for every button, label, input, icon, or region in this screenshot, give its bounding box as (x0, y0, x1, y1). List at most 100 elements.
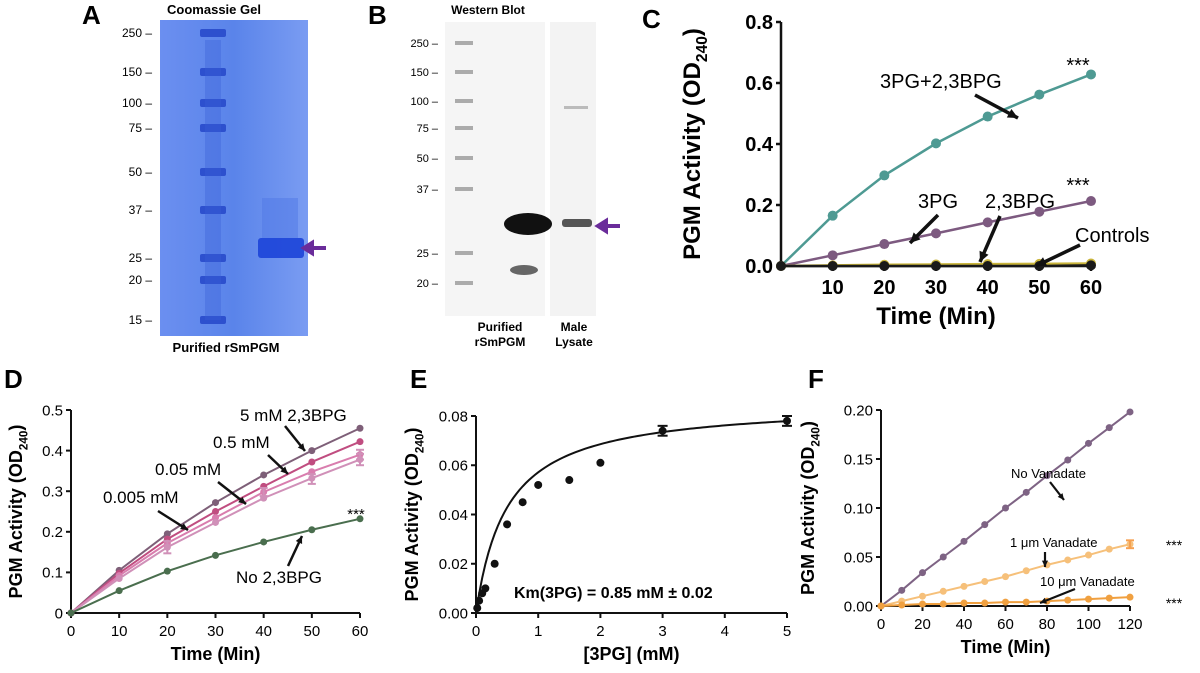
y-axis-label-close: ) (679, 28, 706, 36)
label-0-05mm: 0.05 mM (155, 460, 221, 479)
data-point (356, 515, 364, 523)
gel-band-arrow-icon (300, 239, 326, 257)
x-tick-label: 30 (207, 623, 224, 640)
label-2-3bpg: 2,3BPG (985, 191, 1055, 213)
annotation-arrowhead (1040, 597, 1048, 604)
blot-lane2-line2: Lysate (555, 335, 593, 349)
data-point (475, 596, 484, 605)
data-point (534, 480, 543, 489)
blot-lane2-line1: Male (561, 320, 588, 334)
x-tick-label: 60 (352, 623, 369, 640)
x-tick-label: 0 (877, 616, 885, 633)
blot-title: Western Blot (451, 3, 525, 17)
data-point (308, 447, 316, 455)
x-axis-label: [3PG] (mM) (584, 644, 680, 664)
panel-letter-a: A (82, 0, 101, 30)
data-point (473, 604, 482, 613)
data-point (1022, 488, 1030, 496)
data-point (919, 569, 926, 577)
data-point (115, 587, 123, 595)
data-point (212, 508, 219, 515)
panel-letter: C (642, 4, 661, 34)
blot-ladder-band (455, 99, 473, 103)
gel-ladder-band (200, 276, 226, 284)
annotation-arrowhead (238, 496, 246, 504)
x-tick-label: 10 (111, 623, 128, 640)
data-point (1085, 551, 1092, 559)
data-point (827, 250, 838, 261)
blot-ladder-label: 100 – (410, 96, 438, 108)
y-axis-label-sub: 240 (694, 36, 711, 62)
data-point (919, 592, 926, 600)
data-point (565, 476, 574, 485)
blot-ladder-label: 150 – (410, 67, 438, 79)
annotation-arrowhead (1036, 257, 1048, 267)
data-point (898, 586, 906, 594)
y-tick-label: 0.15 (844, 451, 873, 468)
gel-ladder-label: 250 – (122, 26, 152, 40)
data-point (960, 599, 968, 607)
blot-ladder-band (455, 187, 473, 191)
y-tick-label: 0.05 (844, 549, 873, 566)
y-tick-label: 0.3 (42, 483, 63, 500)
gel-ladder-band (200, 68, 226, 76)
y-tick-label: 0.2 (42, 524, 63, 541)
y-tick-label: 0.06 (439, 458, 468, 475)
y-tick-label: 0.04 (439, 507, 468, 524)
data-point (776, 261, 786, 271)
blot-ladder-label: 75 – (417, 123, 439, 135)
data-point (503, 520, 512, 529)
y-axis-label-main: PGM Activity (OD (798, 447, 818, 595)
x-tick-label: 50 (303, 623, 320, 640)
panel-b: B Western Blot 250 – 150 – 100 – 75 – 50 – 37… (368, 0, 620, 349)
significance-d: *** (347, 506, 365, 523)
data-point (877, 602, 885, 610)
data-point (163, 530, 171, 538)
annotation-arrowhead (280, 466, 288, 474)
x-tick-label: 2 (596, 623, 604, 640)
data-point (1022, 598, 1030, 606)
gel-title: Coomassie Gel (167, 2, 261, 17)
data-point (212, 518, 219, 526)
blot-band-rsmpgm (504, 213, 552, 235)
gel-ladder-band (200, 29, 226, 37)
data-point (1085, 595, 1092, 603)
x-tick-label: 60 (997, 616, 1014, 633)
data-point (1034, 89, 1045, 100)
data-point (931, 138, 941, 149)
chart-e: 0.00 0.02 0.04 0.06 0.08 0 1 2 3 4 5 [3PG] (mM) PGM … (402, 364, 792, 664)
blot-ladder-band (455, 156, 473, 160)
y-tick-label: 0.00 (844, 598, 873, 615)
data-point (1085, 439, 1092, 447)
data-point (1064, 556, 1072, 564)
annotation-arrowhead (1041, 560, 1049, 567)
x-tick-label: 4 (721, 623, 729, 640)
y-axis-label-close: ) (402, 428, 422, 434)
y-axis-label: PGM Activity (OD240) (6, 425, 30, 599)
gel-smear (262, 198, 298, 238)
data-point (1105, 545, 1113, 553)
km-annotation: Km(3PG) = 0.85 mM ± 0.02 (514, 585, 713, 602)
blot-band-lysate-high (564, 106, 588, 109)
y-axis-label: PGM Activity (OD240) (679, 28, 711, 260)
data-point (981, 521, 989, 529)
gel-ladder-label: 20 – (129, 273, 153, 287)
data-point (931, 261, 941, 271)
x-tick-label: 40 (255, 623, 272, 640)
significance-top: *** (1066, 55, 1090, 77)
gel-ladder-band (200, 316, 226, 324)
blot-ladder: 250 – 150 – 100 – 75 – 50 – 37 – 25 – 20 – (410, 38, 473, 290)
annotation-arrowhead (180, 523, 188, 530)
data-point (960, 582, 968, 590)
y-axis-label-close: ) (798, 421, 818, 427)
annotation-arrowhead (1006, 108, 1018, 118)
data-point (1126, 408, 1134, 416)
significance-1um: *** (1166, 537, 1183, 553)
blot-ladder-band (455, 41, 473, 45)
blot-ladder-label: 50 – (417, 153, 439, 165)
label-0-005mm: 0.005 mM (103, 488, 179, 507)
data-point (939, 587, 947, 595)
x-tick-label: 20 (159, 623, 176, 640)
x-tick-label: 0 (67, 623, 75, 640)
y-tick-label: 0.02 (439, 556, 468, 573)
